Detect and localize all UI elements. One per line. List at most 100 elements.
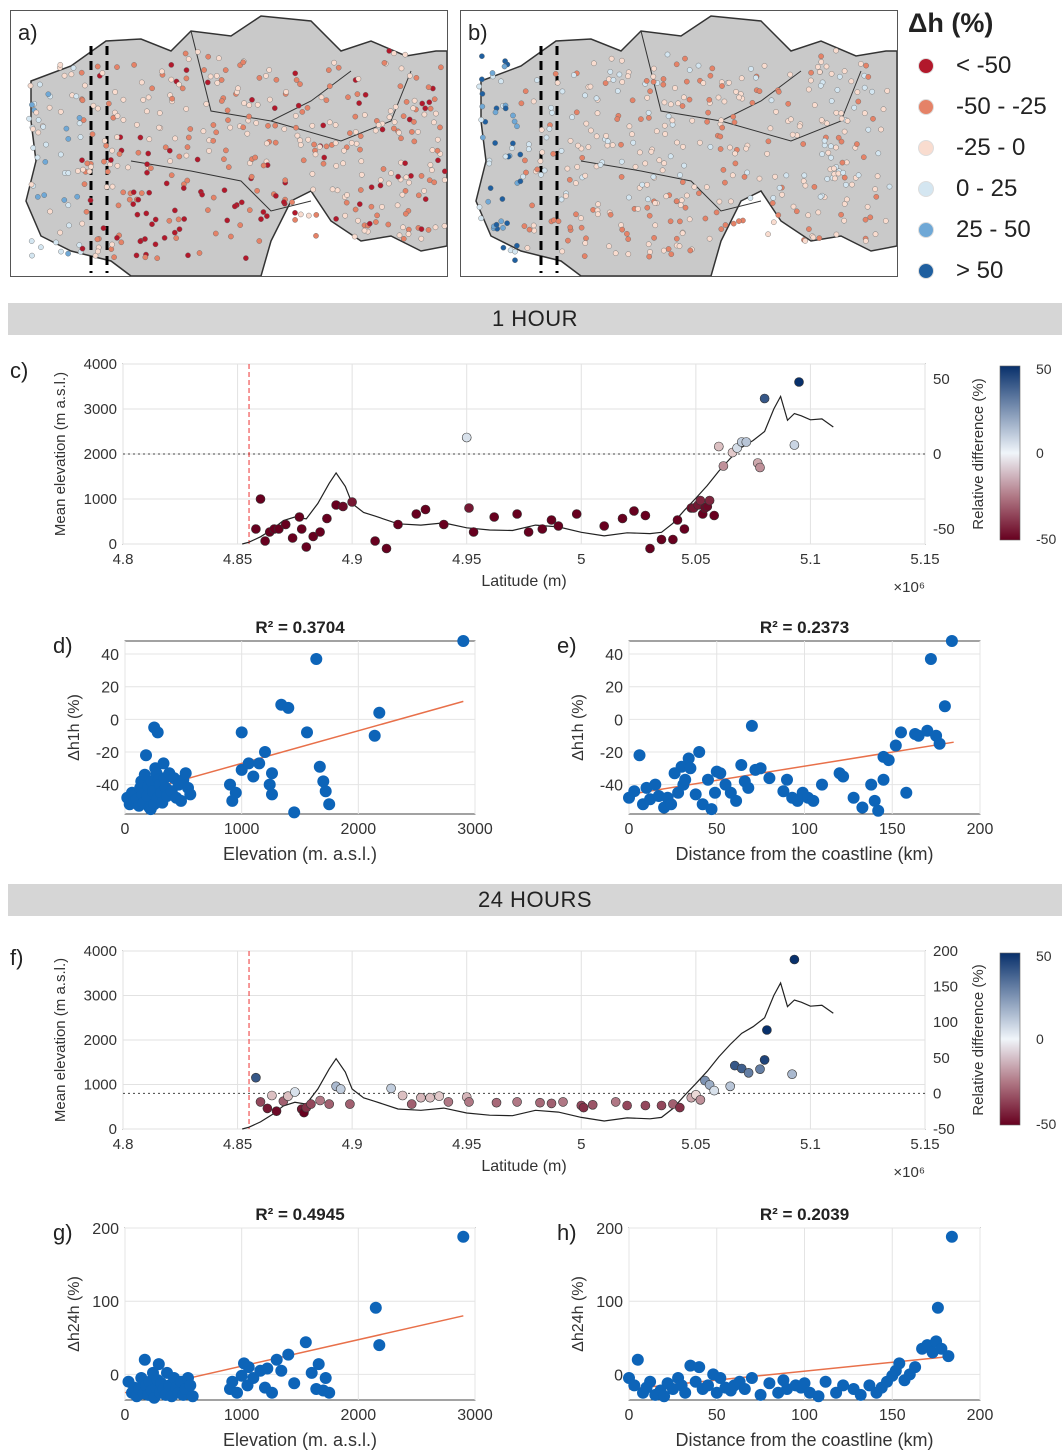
- data-point: [323, 1386, 336, 1399]
- station-dot: [686, 67, 693, 73]
- station-dot: [878, 126, 884, 133]
- data-point: [578, 1102, 589, 1113]
- data-point: [909, 1361, 922, 1374]
- station-dot: [647, 88, 653, 94]
- station-dot: [33, 109, 40, 116]
- station-dot: [431, 96, 438, 102]
- station-dot: [418, 173, 425, 179]
- map-panel-b: [460, 10, 898, 277]
- station-dot: [333, 216, 339, 222]
- station-dot: [730, 220, 737, 227]
- x-tick-label: 50: [708, 821, 726, 838]
- station-dot: [548, 105, 554, 111]
- station-dot: [493, 221, 500, 228]
- station-dot: [559, 88, 566, 95]
- station-dot: [836, 73, 843, 80]
- station-dot: [538, 171, 544, 178]
- station-dot: [180, 185, 187, 191]
- y-tick-label: 2000: [84, 1032, 117, 1049]
- station-dot: [718, 226, 725, 232]
- station-dot: [485, 198, 492, 205]
- y-axis-label: Mean elevation (m a.s.l.): [52, 958, 69, 1122]
- station-dot: [185, 56, 192, 62]
- station-dot: [203, 101, 210, 107]
- station-dot: [81, 181, 88, 187]
- data-point: [865, 778, 878, 791]
- station-dot: [342, 212, 348, 219]
- station-dot: [351, 233, 358, 240]
- colorbar-mid-label: 0: [1036, 445, 1044, 461]
- station-dot: [422, 196, 429, 202]
- y-tick-label: 200: [596, 1221, 623, 1238]
- panel-label: f): [10, 945, 23, 970]
- elevation-profile-line: [242, 394, 834, 545]
- station-dot: [418, 226, 425, 232]
- station-dot: [738, 75, 745, 81]
- station-dot: [313, 232, 319, 239]
- station-dot: [865, 126, 872, 133]
- data-point: [491, 1097, 502, 1108]
- station-dot: [732, 150, 738, 157]
- station-dot: [47, 208, 53, 215]
- station-dot: [504, 220, 510, 226]
- station-dot: [135, 149, 142, 156]
- station-dot: [45, 91, 52, 97]
- station-dot: [410, 105, 417, 111]
- station-dot: [76, 115, 83, 121]
- data-point: [397, 1090, 408, 1101]
- station-dot: [434, 136, 441, 143]
- station-dot: [543, 134, 550, 141]
- station-dot: [427, 162, 434, 168]
- data-point: [807, 794, 820, 807]
- data-point: [282, 701, 295, 714]
- station-dot: [582, 240, 588, 246]
- y-tick-label: -40: [600, 778, 623, 795]
- station-dot: [731, 119, 738, 126]
- station-dot: [700, 80, 707, 86]
- data-point: [900, 786, 913, 799]
- station-dot: [400, 235, 407, 242]
- station-dot: [683, 78, 690, 85]
- data-point: [558, 1097, 568, 1107]
- station-dot: [300, 157, 307, 164]
- station-dot: [30, 145, 37, 151]
- data-point: [755, 1064, 765, 1074]
- station-dot: [840, 169, 846, 176]
- x-tick-label: 4.8: [113, 1136, 134, 1153]
- station-dot: [35, 117, 42, 123]
- station-dot: [478, 117, 485, 123]
- data-point: [282, 1348, 295, 1361]
- x-axis-label: Elevation (m. a.s.l.): [223, 1430, 377, 1450]
- station-dot: [749, 100, 756, 106]
- station-dot: [517, 178, 524, 185]
- station-dot: [184, 144, 191, 150]
- x-tick-label: 4.9: [342, 551, 363, 568]
- data-point: [631, 1353, 644, 1366]
- data-point: [266, 788, 278, 801]
- station-dot: [677, 172, 683, 178]
- station-dot: [396, 129, 402, 136]
- station-dot: [530, 98, 537, 105]
- station-dot: [173, 235, 179, 241]
- station-dot: [356, 100, 362, 106]
- station-dot: [411, 97, 418, 104]
- data-point: [416, 1092, 426, 1103]
- data-point: [255, 494, 266, 504]
- data-point: [242, 757, 255, 770]
- station-dot: [357, 133, 364, 139]
- data-point: [798, 1377, 811, 1390]
- station-dot: [194, 49, 201, 55]
- data-point: [338, 501, 348, 512]
- station-dot: [114, 235, 120, 241]
- station-dot: [651, 65, 657, 72]
- station-dot: [238, 199, 245, 206]
- station-dot: [341, 147, 347, 154]
- data-point: [812, 1390, 825, 1403]
- data-point: [912, 729, 925, 742]
- station-dot: [614, 88, 621, 94]
- elevation-profile-line: [242, 981, 834, 1130]
- station-dot: [297, 211, 304, 218]
- data-point: [157, 757, 170, 770]
- station-dot: [591, 60, 597, 67]
- data-point: [571, 509, 582, 519]
